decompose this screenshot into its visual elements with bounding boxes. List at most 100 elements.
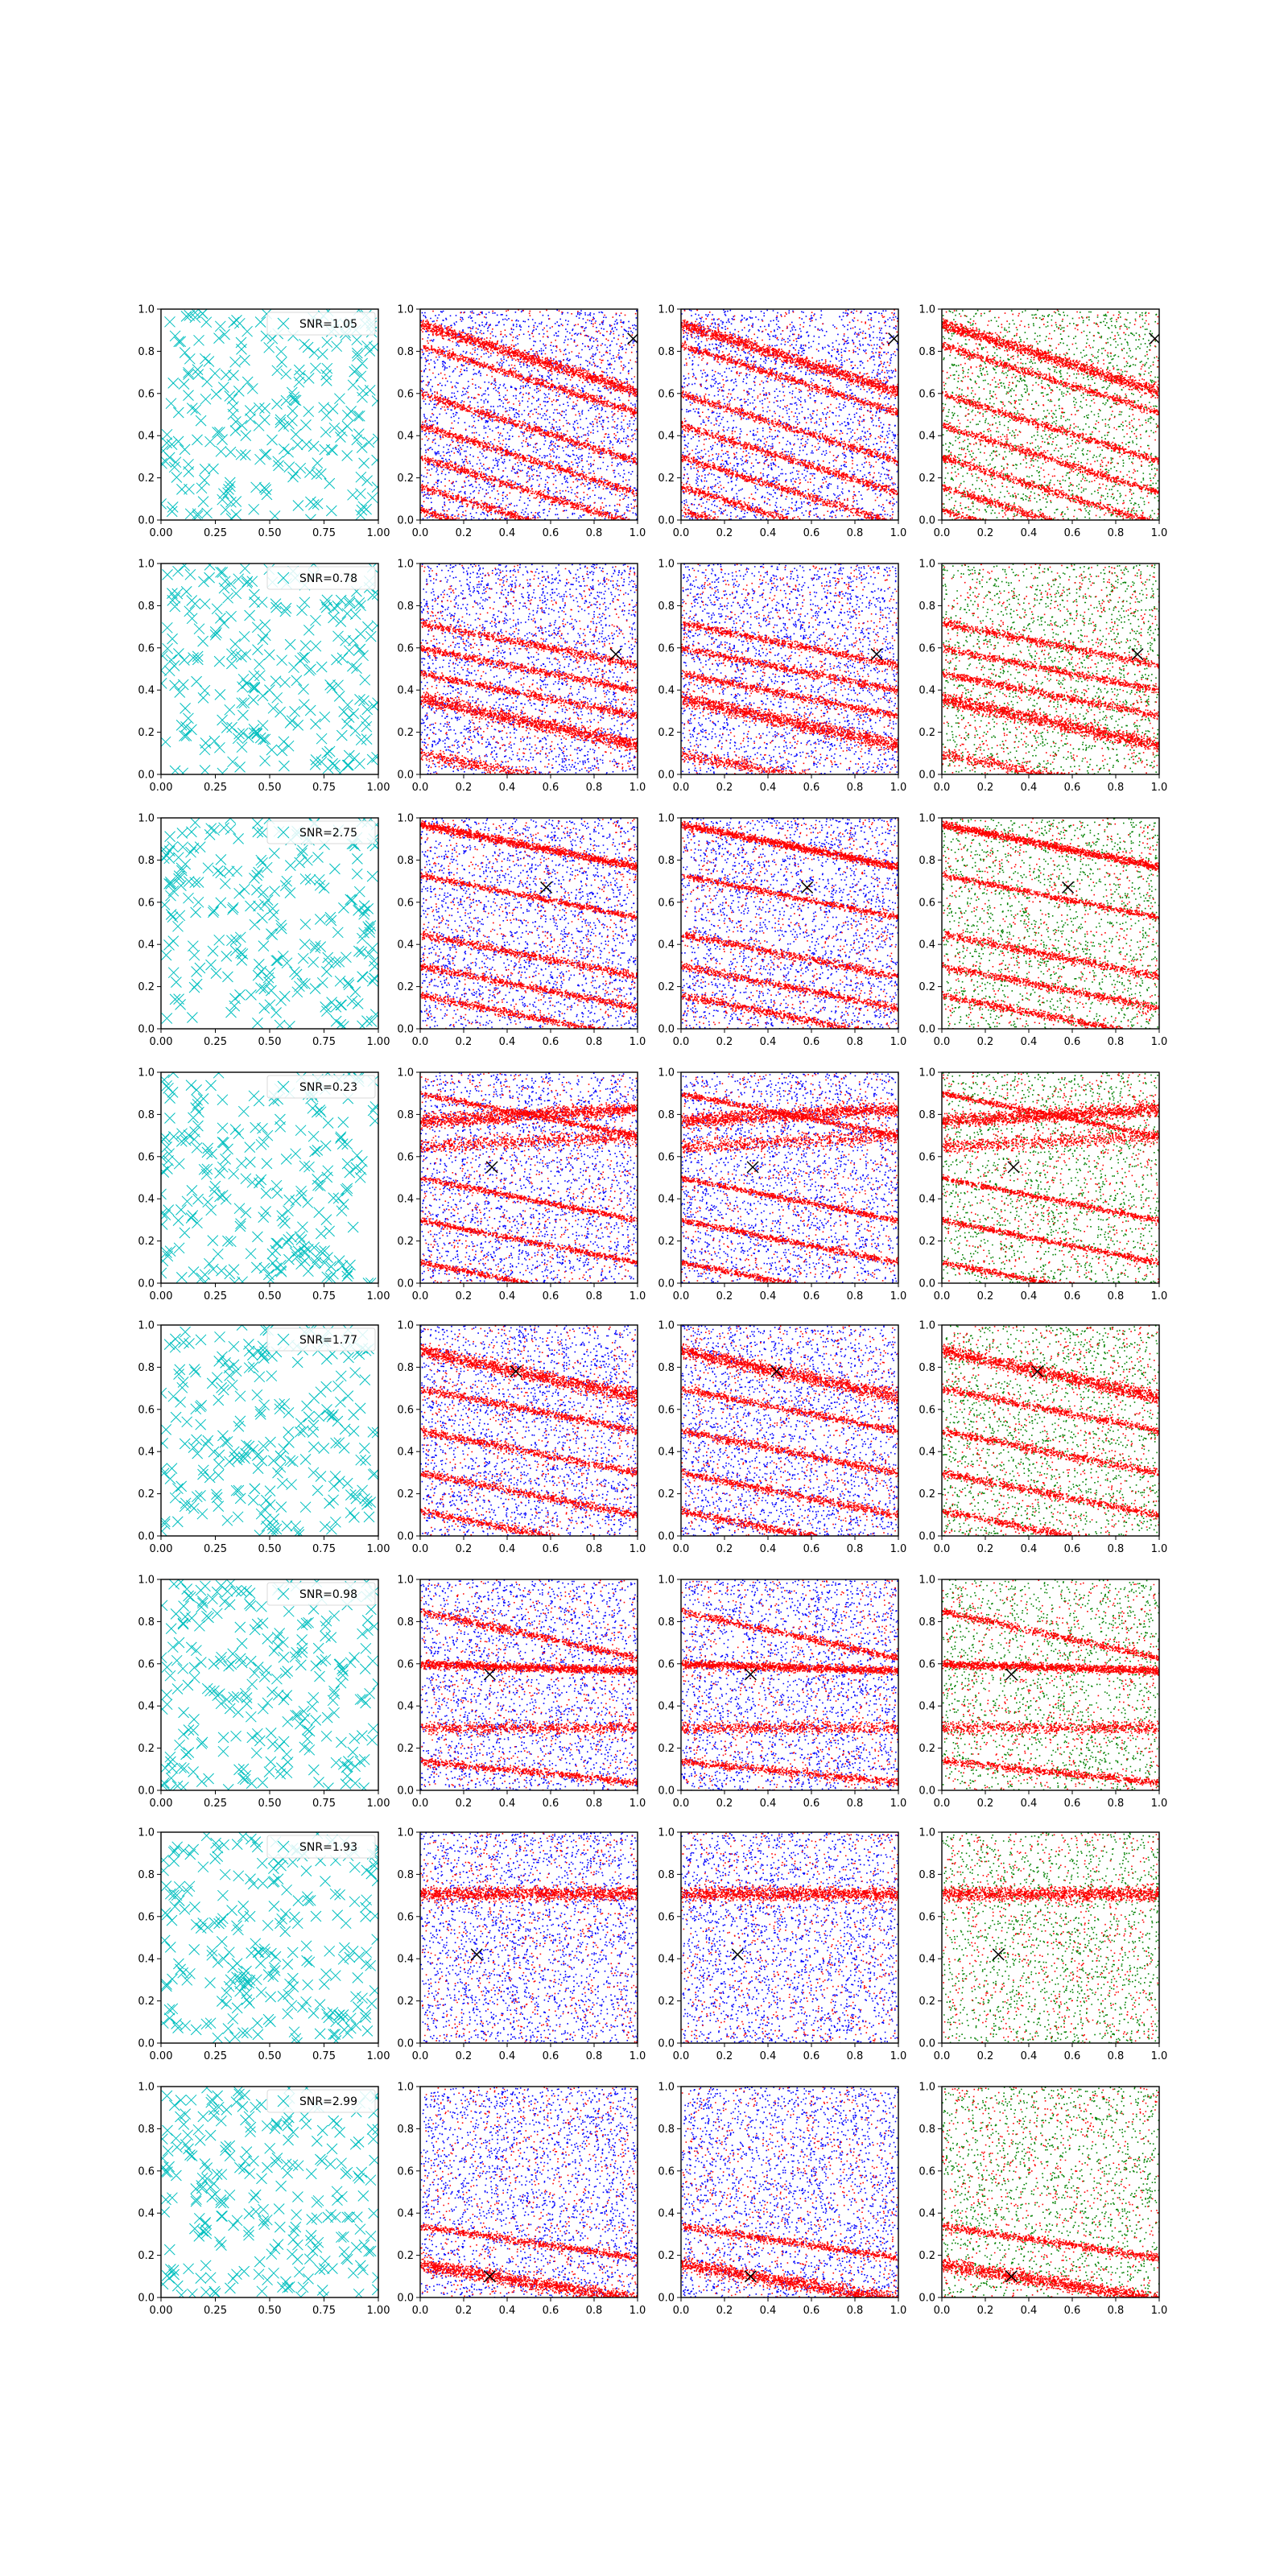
y-tick-label: 0.6 <box>397 1404 414 1416</box>
y-tick-label: 0.0 <box>397 1278 414 1290</box>
x-tick-label: 0.2 <box>716 1036 733 1048</box>
y-tick-label: 0.2 <box>397 473 414 485</box>
x-tick-label: 0.2 <box>456 527 473 539</box>
x-tick-label: 0.6 <box>803 1036 820 1048</box>
y-tick-label: 0.6 <box>658 1404 675 1416</box>
x-tick-label: 0.4 <box>760 782 777 794</box>
y-tick-label: 0.0 <box>138 515 155 527</box>
x-tick-label: 0.6 <box>1064 1036 1081 1048</box>
x-tick-label: 1.0 <box>890 782 907 794</box>
x-tick-label: 0.8 <box>847 1798 864 1810</box>
x-tick-label: 1.0 <box>630 2305 646 2317</box>
y-tick-label: 1.0 <box>138 559 155 571</box>
y-tick-label: 0.6 <box>138 1658 155 1670</box>
x-tick-label: 0.8 <box>1108 527 1125 539</box>
x-tick-label: 0.6 <box>803 1798 820 1810</box>
y-tick-label: 0.4 <box>919 431 935 443</box>
y-tick-label: 0.2 <box>138 1743 155 1755</box>
y-tick-label: 0.8 <box>658 601 675 613</box>
y-tick-label: 0.8 <box>658 1869 675 1881</box>
x-tick-label: 0.4 <box>760 1290 777 1302</box>
y-tick-label: 0.2 <box>397 727 414 739</box>
x-tick-label: 0.0 <box>934 2305 951 2317</box>
x-tick-label: 0.6 <box>543 2050 559 2062</box>
y-tick-label: 0.0 <box>919 2293 935 2305</box>
y-tick-label: 0.6 <box>919 1404 935 1416</box>
x-tick-label: 1.0 <box>630 1290 646 1302</box>
x-tick-label: 0.25 <box>204 1036 227 1048</box>
x-tick-label: 1.0 <box>1151 1036 1168 1048</box>
x-tick-label: 0.0 <box>412 1798 429 1810</box>
y-tick-label: 1.0 <box>919 1067 935 1080</box>
y-tick-label: 0.0 <box>919 1785 935 1798</box>
x-tick-label: 0.50 <box>258 1543 282 1555</box>
x-tick-label: 1.0 <box>630 1036 646 1048</box>
legend: SNR=1.05 <box>267 312 375 335</box>
legend: SNR=0.78 <box>267 567 375 589</box>
x-tick-label: 1.0 <box>890 2050 907 2062</box>
x-tick-label: 0.4 <box>499 1798 516 1810</box>
y-tick-label: 0.6 <box>658 642 675 654</box>
x-tick-label: 1.0 <box>630 1543 646 1555</box>
x-tick-label: 0.8 <box>586 527 603 539</box>
legend-label: SNR=2.75 <box>299 827 357 840</box>
x-tick-label: 0.00 <box>150 2305 173 2317</box>
y-tick-label: 0.4 <box>138 2208 155 2220</box>
x-tick-label: 0.00 <box>150 1543 173 1555</box>
x-tick-label: 0.4 <box>499 527 516 539</box>
y-tick-label: 0.6 <box>919 1658 935 1670</box>
y-tick-label: 0.8 <box>658 1109 675 1121</box>
x-tick-label: 0.8 <box>586 2050 603 2062</box>
x-tick-label: 0.8 <box>1108 2305 1125 2317</box>
x-tick-label: 0.2 <box>977 2050 994 2062</box>
x-tick-label: 0.2 <box>716 782 733 794</box>
y-tick-label: 0.0 <box>138 2293 155 2305</box>
x-tick-label: 0.50 <box>258 2305 282 2317</box>
y-tick-label: 0.8 <box>138 855 155 867</box>
y-tick-label: 0.6 <box>658 388 675 400</box>
y-tick-label: 0.6 <box>397 1658 414 1670</box>
y-tick-label: 0.2 <box>919 1996 935 2008</box>
legend: SNR=1.93 <box>267 1835 375 1858</box>
y-tick-label: 0.2 <box>658 1488 675 1501</box>
y-tick-label: 0.2 <box>919 1236 935 1248</box>
x-tick-label: 0.0 <box>412 2305 429 2317</box>
y-tick-label: 0.4 <box>658 1701 675 1713</box>
x-tick-label: 0.50 <box>258 782 282 794</box>
y-tick-label: 0.2 <box>397 981 414 993</box>
y-tick-label: 1.0 <box>658 813 675 825</box>
x-tick-label: 0.4 <box>1021 527 1038 539</box>
y-tick-label: 0.0 <box>658 1024 675 1036</box>
x-tick-label: 0.8 <box>1108 782 1125 794</box>
y-tick-label: 0.0 <box>658 1531 675 1543</box>
y-tick-label: 0.4 <box>397 2208 414 2220</box>
x-tick-label: 0.0 <box>412 1290 429 1302</box>
y-tick-label: 0.0 <box>397 1531 414 1543</box>
y-tick-label: 0.8 <box>138 1109 155 1121</box>
x-tick-label: 0.8 <box>847 782 864 794</box>
y-tick-label: 1.0 <box>919 1827 935 1839</box>
legend: SNR=1.77 <box>267 1328 375 1351</box>
y-tick-label: 0.4 <box>658 1447 675 1459</box>
y-tick-label: 1.0 <box>138 1575 155 1587</box>
x-tick-label: 0.0 <box>673 1290 690 1302</box>
y-tick-label: 0.0 <box>658 2293 675 2305</box>
y-tick-label: 0.6 <box>919 897 935 909</box>
x-tick-label: 1.0 <box>1151 2050 1168 2062</box>
y-tick-label: 0.0 <box>919 1024 935 1036</box>
x-tick-label: 0.8 <box>586 1290 603 1302</box>
y-tick-label: 0.4 <box>397 1701 414 1713</box>
y-tick-label: 0.0 <box>919 1278 935 1290</box>
y-tick-label: 0.4 <box>397 1954 414 1966</box>
x-tick-label: 0.0 <box>412 527 429 539</box>
x-tick-label: 0.8 <box>1108 1798 1125 1810</box>
x-tick-label: 1.0 <box>630 527 646 539</box>
y-tick-label: 0.6 <box>919 2165 935 2178</box>
x-tick-label: 0.0 <box>412 2050 429 2062</box>
y-tick-label: 0.2 <box>658 1996 675 2008</box>
y-tick-label: 1.0 <box>658 1827 675 1839</box>
x-tick-label: 0.0 <box>673 527 690 539</box>
x-tick-label: 0.6 <box>543 782 559 794</box>
y-tick-label: 0.0 <box>397 2293 414 2305</box>
y-tick-label: 0.4 <box>397 1447 414 1459</box>
